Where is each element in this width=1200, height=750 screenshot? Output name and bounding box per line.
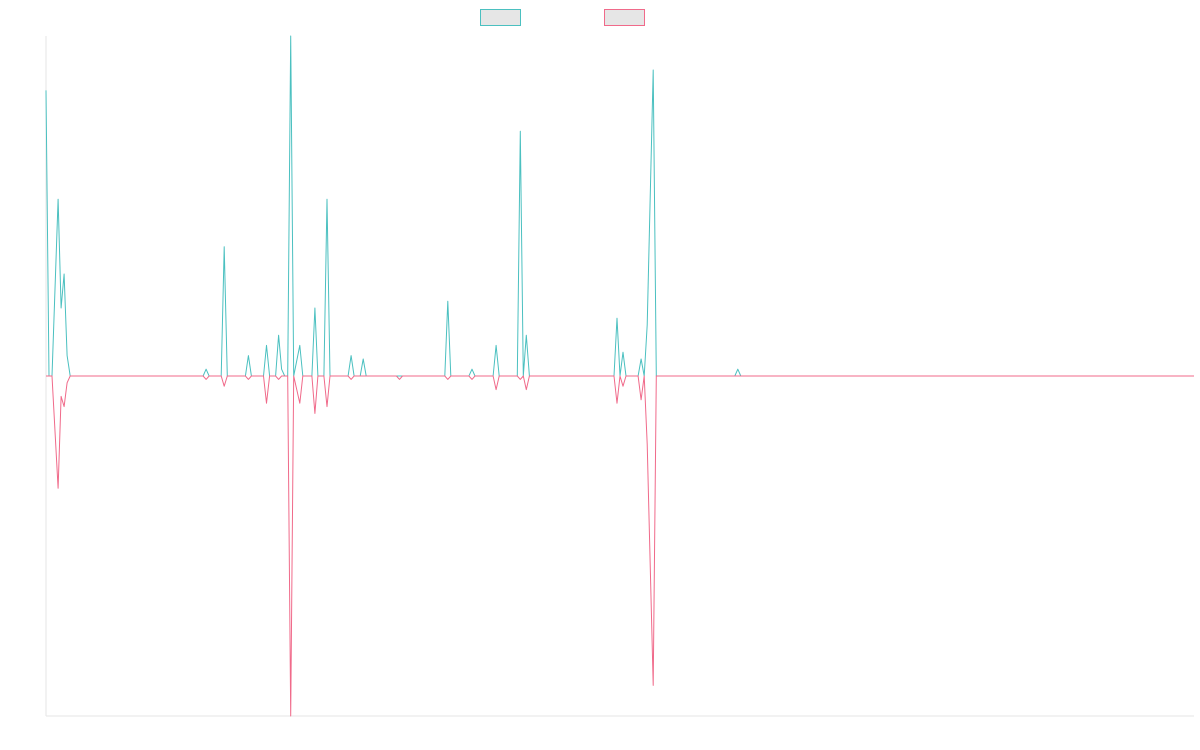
legend-swatch-1[interactable] <box>480 9 521 26</box>
legend <box>480 9 645 26</box>
series-line-2 <box>46 375 1194 717</box>
plot-area <box>45 35 1194 717</box>
series-line-1 <box>45 35 1194 377</box>
legend-swatch-2[interactable] <box>604 9 645 26</box>
